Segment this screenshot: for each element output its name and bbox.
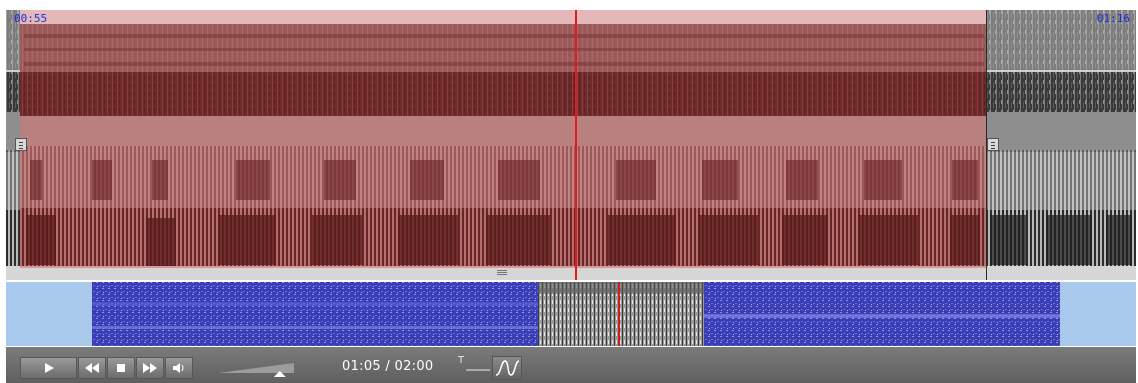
volume-slider[interactable] [218,357,298,379]
volume-button[interactable] [165,357,193,379]
mode-toggle-track[interactable] [466,369,490,371]
stop-button[interactable] [107,357,135,379]
player-controls: 01:05 / 02:00 T [6,347,1136,383]
time-readout: 01:05 / 02:00 [342,359,434,374]
spectrogram-view[interactable]: 00:55 01:16 [6,10,1136,280]
speaker-icon [173,363,184,373]
curve-icon [495,360,520,376]
selection-start-time: 00:55 [14,12,48,25]
spectrogram-image [6,10,1136,280]
overview-spectrogram [92,282,1060,346]
selection-right-handle[interactable] [987,138,999,151]
overview-timeline[interactable] [6,282,1136,346]
rewind-icon [85,363,99,373]
curve-button[interactable] [492,356,522,380]
fast-forward-button[interactable] [136,357,164,379]
play-icon [44,363,54,373]
selection-end-time: 01:16 [1096,12,1130,25]
selection-left-handle[interactable] [15,138,27,151]
stop-icon [117,364,125,372]
volume-ramp [218,363,294,377]
resize-grip[interactable] [496,268,508,276]
rewind-button[interactable] [78,357,106,379]
play-button[interactable] [20,357,77,379]
fast-forward-icon [143,363,157,373]
t-label: T [458,355,465,366]
